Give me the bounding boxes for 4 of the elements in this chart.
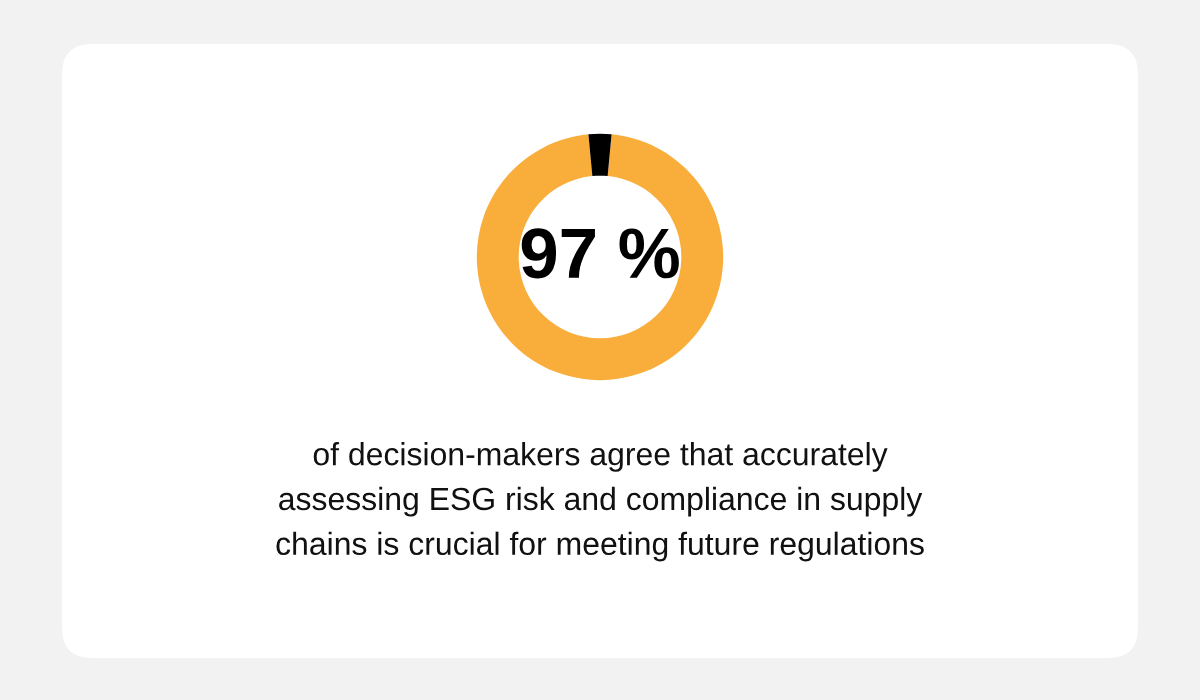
text: of decision-makers agree that accurately assessing ESG risk and compliance in supply chains is crucial for meeting future regulations	[276, 442, 924, 562]
data-label: 97 %	[521, 228, 679, 279]
donut-slice	[588, 133, 612, 177]
donut-slice	[476, 134, 724, 381]
